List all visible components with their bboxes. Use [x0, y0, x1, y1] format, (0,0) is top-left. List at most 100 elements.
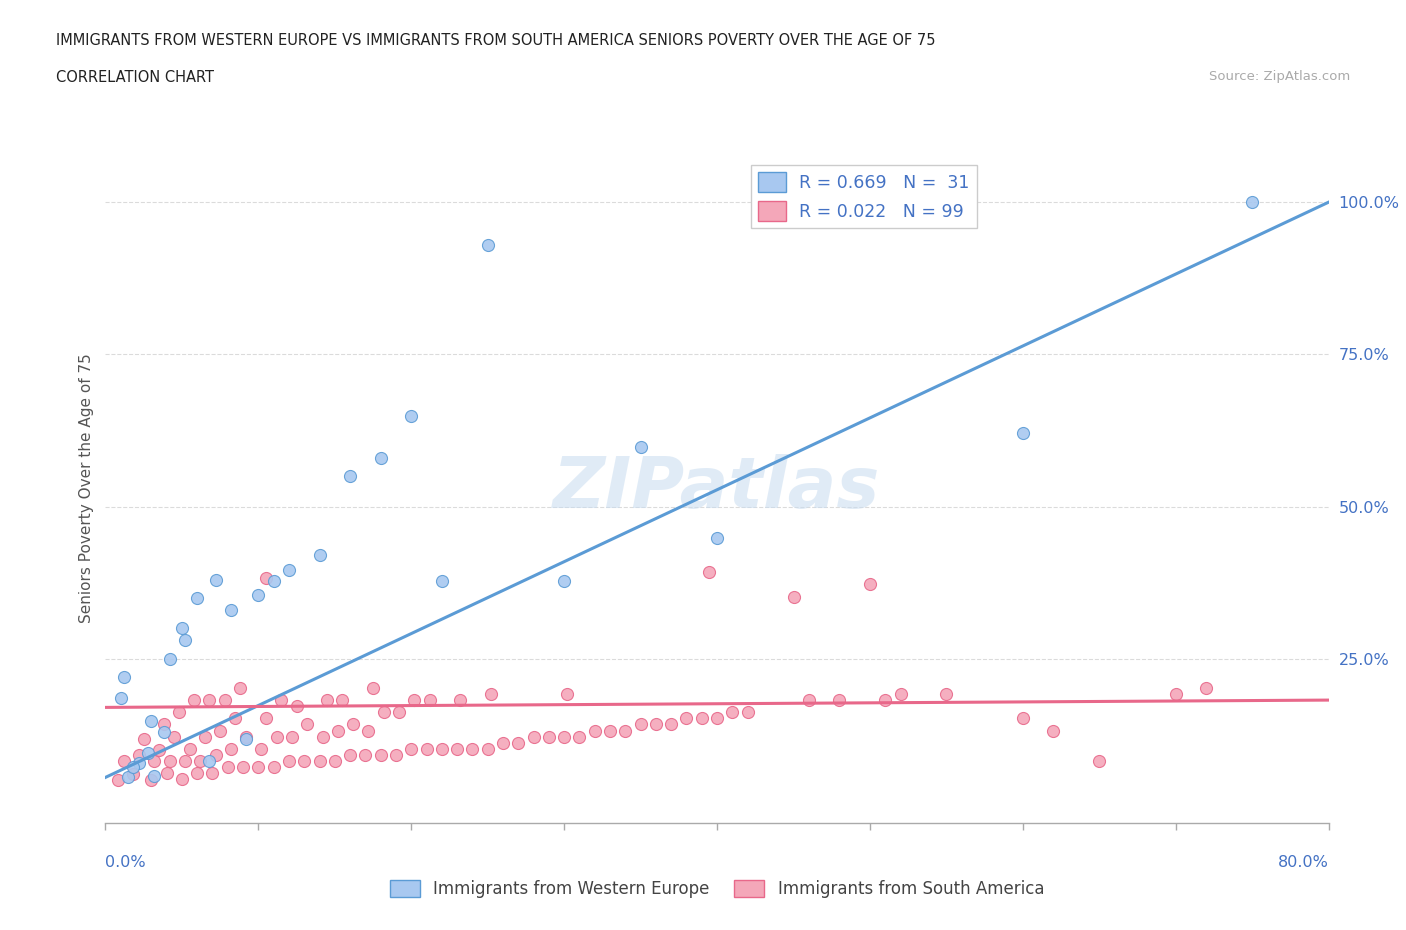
- Point: [219, 603, 242, 618]
- Point: [250, 741, 273, 756]
- Point: [828, 693, 851, 708]
- Point: [323, 753, 346, 768]
- Point: [889, 686, 911, 701]
- Point: [415, 741, 437, 756]
- Point: [277, 753, 299, 768]
- Point: [277, 563, 299, 578]
- Y-axis label: Seniors Poverty Over the Age of 75: Seniors Poverty Over the Age of 75: [79, 353, 94, 623]
- Point: [152, 717, 174, 732]
- Point: [690, 711, 713, 725]
- Point: [224, 711, 246, 725]
- Point: [308, 753, 330, 768]
- Point: [174, 753, 197, 768]
- Point: [143, 768, 166, 783]
- Point: [644, 717, 666, 732]
- Point: [599, 724, 621, 738]
- Point: [311, 729, 333, 744]
- Text: Source: ZipAtlas.com: Source: ZipAtlas.com: [1209, 70, 1350, 83]
- Point: [508, 736, 530, 751]
- Text: CORRELATION CHART: CORRELATION CHART: [56, 70, 214, 85]
- Point: [152, 724, 174, 739]
- Point: [399, 741, 422, 756]
- Point: [107, 773, 129, 788]
- Point: [706, 531, 728, 546]
- Text: 80.0%: 80.0%: [1278, 855, 1329, 870]
- Point: [477, 237, 499, 252]
- Point: [430, 573, 453, 588]
- Point: [270, 693, 292, 708]
- Point: [553, 729, 575, 744]
- Point: [122, 767, 145, 782]
- Point: [399, 409, 422, 424]
- Point: [630, 717, 652, 732]
- Point: [1088, 753, 1111, 768]
- Point: [132, 732, 155, 747]
- Point: [183, 693, 205, 708]
- Point: [875, 693, 897, 708]
- Point: [630, 439, 652, 454]
- Point: [159, 651, 181, 666]
- Point: [201, 765, 224, 780]
- Point: [659, 717, 682, 732]
- Point: [385, 748, 408, 763]
- Point: [219, 741, 242, 756]
- Point: [1011, 426, 1033, 441]
- Point: [1164, 686, 1187, 701]
- Point: [308, 548, 330, 563]
- Point: [1011, 711, 1033, 725]
- Point: [198, 753, 221, 768]
- Point: [446, 741, 468, 756]
- Point: [186, 765, 208, 780]
- Point: [229, 681, 252, 696]
- Point: [148, 742, 170, 757]
- Point: [235, 729, 257, 744]
- Point: [194, 729, 217, 744]
- Point: [479, 686, 502, 701]
- Point: [247, 760, 270, 775]
- Point: [159, 753, 181, 768]
- Point: [354, 748, 377, 763]
- Text: IMMIGRANTS FROM WESTERN EUROPE VS IMMIGRANTS FROM SOUTH AMERICA SENIORS POVERTY : IMMIGRANTS FROM WESTERN EUROPE VS IMMIGR…: [56, 33, 936, 47]
- Point: [1195, 681, 1218, 696]
- Point: [675, 711, 697, 725]
- Point: [797, 693, 820, 708]
- Point: [430, 741, 453, 756]
- Point: [186, 591, 208, 605]
- Point: [537, 729, 560, 744]
- Point: [404, 693, 426, 708]
- Point: [583, 724, 606, 738]
- Point: [209, 724, 232, 738]
- Point: [614, 724, 637, 738]
- Point: [568, 729, 591, 744]
- Point: [217, 760, 239, 775]
- Point: [461, 741, 484, 756]
- Point: [188, 753, 211, 768]
- Point: [373, 705, 395, 720]
- Point: [285, 698, 308, 713]
- Point: [782, 590, 804, 604]
- Point: [179, 741, 201, 756]
- Point: [492, 736, 515, 751]
- Point: [721, 705, 744, 720]
- Point: [266, 729, 288, 744]
- Point: [316, 693, 339, 708]
- Point: [110, 691, 132, 706]
- Point: [1241, 194, 1264, 209]
- Point: [136, 746, 159, 761]
- Point: [297, 717, 319, 732]
- Point: [174, 633, 197, 648]
- Point: [339, 748, 361, 763]
- Point: [247, 588, 270, 603]
- Point: [235, 732, 257, 747]
- Point: [370, 748, 392, 763]
- Point: [128, 748, 150, 763]
- Point: [555, 686, 578, 701]
- Point: [167, 705, 190, 720]
- Text: 0.0%: 0.0%: [105, 855, 146, 870]
- Point: [449, 693, 471, 708]
- Point: [342, 717, 364, 732]
- Point: [214, 693, 236, 708]
- Point: [204, 572, 226, 587]
- Point: [339, 469, 361, 484]
- Point: [263, 573, 285, 588]
